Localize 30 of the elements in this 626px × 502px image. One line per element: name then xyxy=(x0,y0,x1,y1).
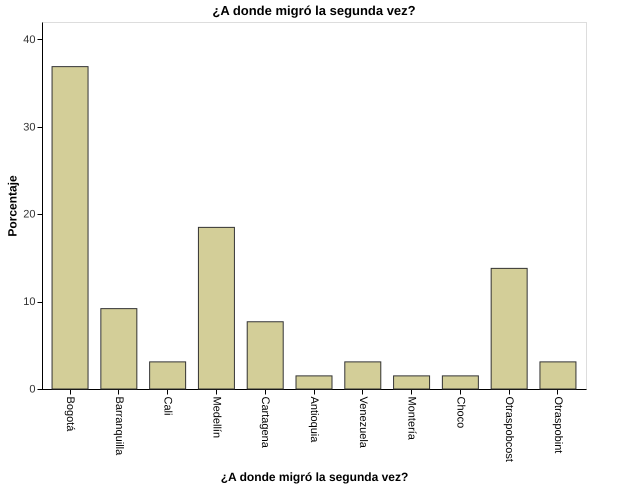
bar xyxy=(198,226,235,390)
bar xyxy=(442,375,479,390)
bar xyxy=(149,361,186,390)
bar xyxy=(52,66,89,390)
x-tick-label: Choco xyxy=(454,396,466,428)
x-axis-title: ¿A donde migró la segunda vez? xyxy=(220,470,408,484)
y-tick-label: 30 xyxy=(23,121,36,134)
bar xyxy=(100,308,138,390)
y-tick-label: 10 xyxy=(23,296,36,308)
x-tick-label: Otraspobcost xyxy=(503,396,516,462)
bar xyxy=(246,321,284,390)
x-tick-label: Venezuela xyxy=(356,396,369,449)
x-tick-label: Montería xyxy=(406,396,418,441)
bar xyxy=(393,375,430,390)
bar xyxy=(344,361,382,390)
x-tick-label: Bogotá xyxy=(64,396,76,432)
x-tick-label: Medellín xyxy=(210,396,222,438)
x-tick-label: Barranquilla xyxy=(112,396,125,456)
y-axis-title: Porcentaje xyxy=(5,174,20,237)
y-tick-label: 0 xyxy=(29,384,36,396)
bar xyxy=(539,361,576,390)
bar xyxy=(490,268,528,390)
x-tick-label: Otraspobint xyxy=(552,396,564,454)
x-tick-label: Antioquia xyxy=(308,396,320,444)
x-tick-label: Cartagena xyxy=(259,396,272,449)
bar xyxy=(296,375,332,390)
chart-title: ¿A donde migró la segunda vez? xyxy=(212,3,416,18)
y-tick-label: 20 xyxy=(23,208,36,221)
x-tick-label: Cali xyxy=(162,396,174,416)
y-tick-label: 40 xyxy=(23,34,36,46)
